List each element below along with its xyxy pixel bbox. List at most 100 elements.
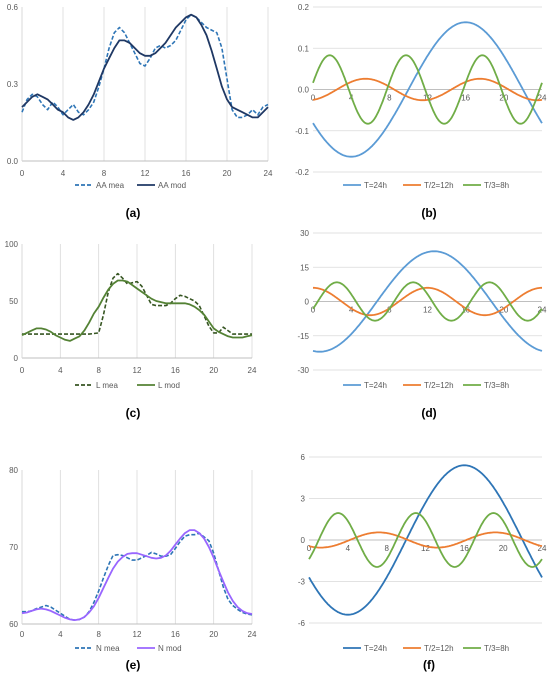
x-tick-label: 24 bbox=[264, 169, 273, 178]
series-line-3 bbox=[312, 281, 543, 322]
x-tick-label: 12 bbox=[423, 306, 432, 315]
panel-caption: (c) bbox=[126, 406, 141, 420]
series-line-1 bbox=[312, 250, 543, 353]
x-tick-label: 20 bbox=[209, 630, 218, 639]
y-tick-label: -3 bbox=[298, 578, 306, 587]
x-tick-label: 20 bbox=[499, 306, 508, 315]
y-tick-label: 0.0 bbox=[7, 157, 19, 166]
x-tick-label: 4 bbox=[61, 169, 66, 178]
x-tick-label: 8 bbox=[96, 366, 101, 375]
series-line-1 bbox=[21, 13, 269, 119]
x-tick-label: 8 bbox=[102, 169, 107, 178]
x-tick-label: 0 bbox=[20, 630, 25, 639]
y-tick-label: 0.0 bbox=[298, 86, 310, 95]
chart-panel-2: -0.2-0.10.00.10.20 4 8 12 16 20 24T=24h T/2=12h… bbox=[295, 3, 547, 220]
series-line-1 bbox=[308, 464, 543, 616]
x-tick-label: 4 bbox=[58, 366, 63, 375]
x-tick-label: 8 bbox=[387, 306, 392, 315]
x-tick-label: 20 bbox=[223, 169, 232, 178]
legend-label: N mea bbox=[96, 644, 120, 653]
legend-label: AA mod bbox=[158, 181, 186, 190]
y-tick-label: -30 bbox=[297, 366, 309, 375]
chart-panel-3: 0 50 100 0 4 8 12 16 20 24 L mea L mod (c) bbox=[5, 240, 257, 420]
series-line-1 bbox=[22, 272, 252, 335]
y-tick-label: -6 bbox=[298, 619, 306, 628]
series-line-1 bbox=[312, 21, 543, 158]
y-tick-label: 60 bbox=[9, 620, 18, 629]
legend-label: T/3=8h bbox=[484, 181, 509, 190]
chart-panel-5: 60 70 80 0 4 8 12 16 20 24 N mea N mod (e) bbox=[9, 466, 257, 672]
y-tick-label: 0.2 bbox=[298, 3, 310, 12]
series-line-3 bbox=[312, 54, 543, 125]
legend-label: T/2=12h bbox=[424, 644, 454, 653]
y-tick-label: 0 bbox=[305, 298, 310, 307]
legend-label: T=24h bbox=[364, 381, 387, 390]
series-line-2 bbox=[312, 77, 543, 102]
chart-panel-6: -6 -3 0 3 6 0 4 8 12 16 20 24 T=24h T/2=12h T/3=8h (f) bbox=[298, 453, 547, 672]
legend-label: T/3=8h bbox=[484, 381, 509, 390]
y-tick-label: 70 bbox=[9, 543, 18, 552]
y-tick-label: 6 bbox=[301, 453, 306, 462]
y-tick-label: 30 bbox=[300, 229, 309, 238]
series-line-3 bbox=[308, 512, 543, 568]
legend-label: T/2=12h bbox=[424, 181, 454, 190]
panel-caption: (f) bbox=[423, 658, 435, 672]
legend-label: T=24h bbox=[364, 181, 387, 190]
x-tick-label: 20 bbox=[209, 366, 218, 375]
x-tick-label: 8 bbox=[387, 94, 392, 103]
y-tick-label: 100 bbox=[5, 240, 19, 249]
y-tick-label: 0 bbox=[301, 536, 306, 545]
x-tick-label: 24 bbox=[538, 544, 547, 553]
legend-label: T=24h bbox=[364, 644, 387, 653]
x-tick-label: 16 bbox=[171, 366, 180, 375]
x-tick-label: 0 bbox=[311, 306, 316, 315]
x-tick-label: 12 bbox=[133, 630, 142, 639]
x-tick-label: 0 bbox=[20, 366, 25, 375]
x-tick-label: 4 bbox=[346, 544, 351, 553]
series-line-2 bbox=[21, 279, 253, 342]
chart-panel-1: 0.0 0.3 0.6 0 4 8 12 16 20 24 AA mea AA mod (a) bbox=[7, 3, 273, 220]
legend-label: N mod bbox=[158, 644, 182, 653]
x-tick-label: 4 bbox=[349, 306, 354, 315]
y-tick-label: 0.3 bbox=[7, 80, 19, 89]
y-tick-label: 0.6 bbox=[7, 3, 19, 12]
x-tick-label: 12 bbox=[133, 366, 142, 375]
x-tick-label: 4 bbox=[58, 630, 63, 639]
x-tick-label: 24 bbox=[538, 306, 547, 315]
y-tick-label: -0.1 bbox=[295, 127, 309, 136]
x-tick-label: 24 bbox=[248, 366, 257, 375]
series-line-2 bbox=[313, 286, 542, 317]
x-tick-label: 12 bbox=[141, 169, 150, 178]
legend-label: T/2=12h bbox=[424, 381, 454, 390]
series-line-1 bbox=[22, 532, 253, 621]
panel-caption: (a) bbox=[126, 206, 141, 220]
panel-caption: (e) bbox=[126, 658, 141, 672]
y-tick-label: 3 bbox=[301, 495, 306, 504]
x-tick-label: 8 bbox=[384, 544, 389, 553]
panel-caption: (b) bbox=[421, 206, 436, 220]
y-tick-label: 80 bbox=[9, 466, 18, 475]
x-tick-label: 0 bbox=[20, 169, 25, 178]
legend-label: L mea bbox=[96, 381, 118, 390]
x-tick-label: 0 bbox=[307, 544, 312, 553]
y-tick-label: 0 bbox=[14, 354, 19, 363]
legend-label: T/3=8h bbox=[484, 644, 509, 653]
y-tick-label: 50 bbox=[9, 297, 18, 306]
x-tick-label: 8 bbox=[96, 630, 101, 639]
x-tick-label: 16 bbox=[182, 169, 191, 178]
series-line-2 bbox=[21, 529, 253, 621]
series-line-2 bbox=[308, 531, 543, 549]
y-tick-label: 15 bbox=[300, 263, 309, 272]
panel-caption: (d) bbox=[421, 406, 436, 420]
x-tick-label: 0 bbox=[311, 94, 316, 103]
x-tick-label: 24 bbox=[538, 94, 547, 103]
y-tick-label: 0.1 bbox=[298, 44, 310, 53]
legend-label: L mod bbox=[158, 381, 180, 390]
x-tick-label: 16 bbox=[460, 544, 469, 553]
x-tick-label: 12 bbox=[421, 544, 430, 553]
x-tick-label: 24 bbox=[248, 630, 257, 639]
x-tick-label: 16 bbox=[171, 630, 180, 639]
x-tick-label: 16 bbox=[461, 94, 470, 103]
